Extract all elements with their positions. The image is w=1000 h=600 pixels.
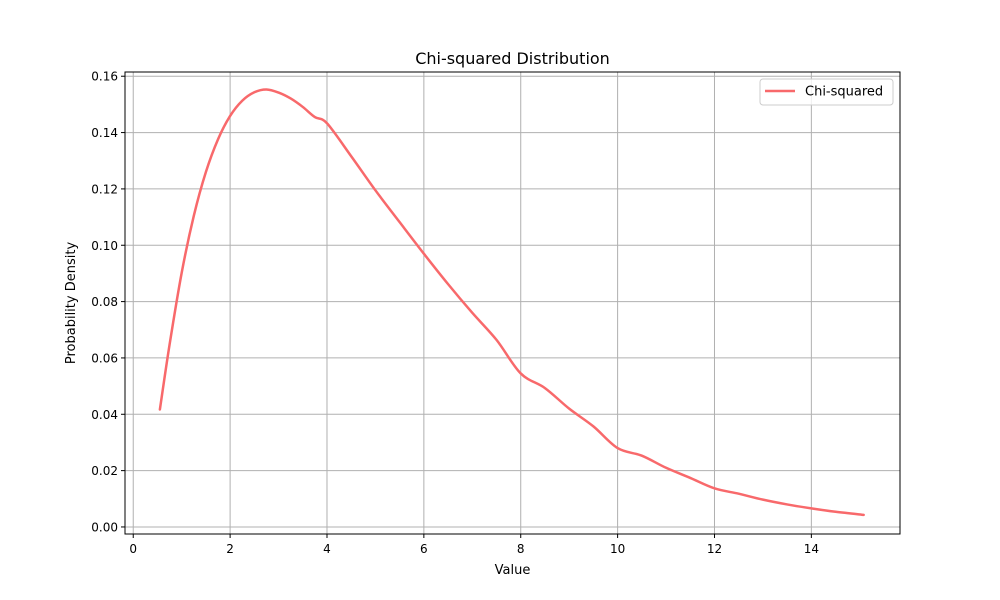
x-tick-label: 4 xyxy=(323,542,331,556)
series-line-chi-squared xyxy=(158,88,865,517)
series-layer xyxy=(158,88,865,517)
y-tick-label: 0.12 xyxy=(91,182,118,196)
x-tick-label: 2 xyxy=(226,542,234,556)
y-tick-label: 0.04 xyxy=(91,408,118,422)
x-tick-label: 14 xyxy=(804,542,819,556)
y-tick-label: 0.10 xyxy=(91,239,118,253)
y-tick-label: 0.06 xyxy=(91,351,118,365)
plot-frame xyxy=(124,71,901,535)
ticks: 0 2 4 6 8 10 12 14 0.00 0.02 0.04 0.06 0.08 0.10 0.12 0… xyxy=(91,70,819,556)
legend-box xyxy=(759,78,894,106)
y-tick-label: 0.00 xyxy=(91,520,118,534)
y-axis-label: Probability Density xyxy=(64,242,79,365)
x-tick-label: 0 xyxy=(129,542,137,556)
x-tick-label: 10 xyxy=(610,542,625,556)
x-axis-label: Value xyxy=(495,563,531,578)
x-tick-label: 12 xyxy=(707,542,722,556)
y-tick-label: 0.16 xyxy=(91,70,118,84)
y-tick-label: 0.14 xyxy=(91,126,118,140)
legend-label: Chi-squared xyxy=(805,85,883,100)
y-tick-label: 0.08 xyxy=(91,295,118,309)
legend: Chi-squared xyxy=(759,78,894,106)
y-tick-label: 0.02 xyxy=(91,464,118,478)
x-tick-label: 6 xyxy=(420,542,428,556)
chart-title: Chi-squared Distribution xyxy=(415,49,610,68)
grid xyxy=(125,72,900,534)
x-tick-label: 8 xyxy=(517,542,525,556)
